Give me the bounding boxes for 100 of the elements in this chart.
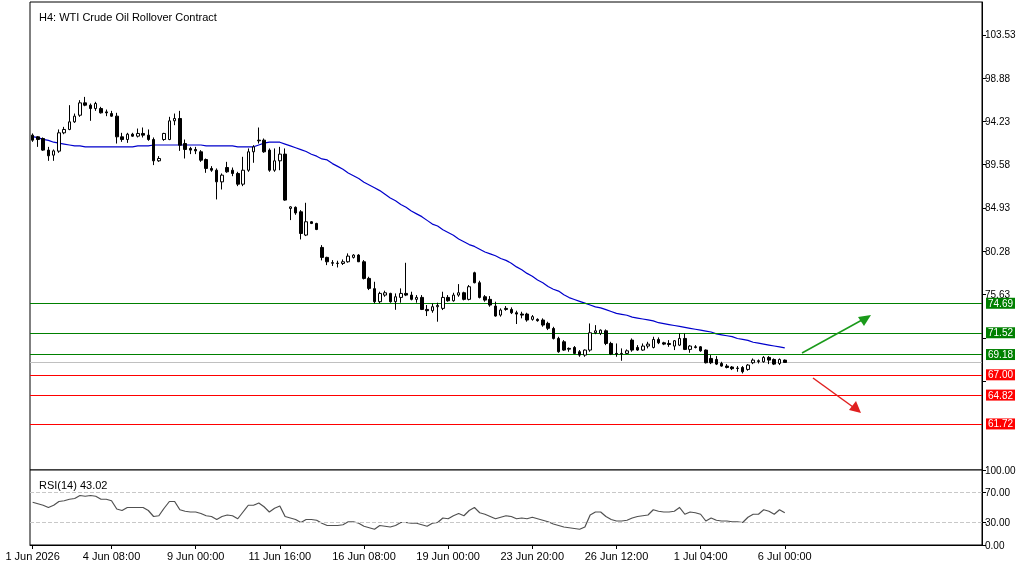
x-tick-label: 1 Jun 2026 <box>5 549 60 562</box>
x-tick-label: 11 Jun 16:00 <box>248 549 312 562</box>
ref-line-label: 61.72 <box>988 418 1014 430</box>
candlestick <box>357 253 360 263</box>
candlestick <box>699 345 702 353</box>
candlestick <box>778 357 781 366</box>
text: RSI(14) 43.02 <box>39 478 108 491</box>
candlestick <box>594 324 597 335</box>
candlestick <box>68 104 71 131</box>
candlestick <box>741 365 744 374</box>
candlestick <box>720 361 723 368</box>
candlestick <box>431 302 434 314</box>
candlestick <box>452 292 455 303</box>
candlestick <box>531 314 534 322</box>
candlestick <box>225 161 229 174</box>
candlestick <box>389 292 392 304</box>
ref-line-label: 71.52 <box>988 327 1014 339</box>
candlestick <box>410 291 413 301</box>
candlestick <box>247 147 250 173</box>
line-series <box>32 136 786 349</box>
candlestick <box>573 345 576 355</box>
candlestick <box>394 292 397 311</box>
y-tick-label: 98.88 <box>985 72 1011 84</box>
candlestick <box>536 317 539 323</box>
x-tick-label: 16 Jun 08:00 <box>332 549 396 562</box>
candlestick <box>746 363 750 372</box>
candlestick <box>678 332 681 347</box>
candlestick <box>652 336 655 349</box>
candlestick <box>436 302 439 323</box>
candlestick <box>162 132 166 142</box>
candlestick <box>373 281 376 304</box>
candlestick <box>715 355 718 366</box>
candlestick <box>157 155 161 163</box>
candlestick <box>599 328 602 336</box>
candlestick <box>99 106 103 115</box>
ref-line-label: 67.00 <box>988 369 1014 381</box>
candlestick <box>215 167 218 200</box>
y-tick-label: 103.53 <box>985 29 1017 41</box>
candlestick <box>783 358 787 364</box>
candlestick <box>504 305 508 312</box>
candlestick <box>231 167 234 177</box>
x-tick-label: 1 Jul 04:00 <box>673 549 728 562</box>
line-series <box>32 494 786 530</box>
y-tick-label: 89.58 <box>985 159 1011 171</box>
x-tick-label: 23 Jun 20:00 <box>500 549 565 562</box>
candlestick <box>415 294 418 304</box>
candlestick <box>289 205 292 221</box>
y-tick-label: 84.93 <box>985 202 1011 214</box>
candlestick <box>751 357 755 365</box>
candlestick <box>515 310 518 325</box>
y-tick-label: 100.00 <box>985 464 1017 476</box>
y-tick-label: 70.00 <box>985 487 1011 498</box>
candlestick <box>494 301 497 318</box>
candlestick <box>210 165 213 173</box>
candlestick <box>94 101 97 112</box>
y-tick-label: 0.00 <box>985 539 1005 551</box>
candlestick <box>615 342 618 358</box>
candlestick <box>52 148 55 162</box>
ref-line-label: 69.18 <box>988 349 1014 361</box>
candlestick <box>147 128 150 142</box>
x-tick-label: 6 Jul 00:00 <box>757 549 812 562</box>
candlestick <box>473 271 476 284</box>
candlestick <box>552 326 555 340</box>
candlestick <box>557 336 560 354</box>
ref-line-label: 64.82 <box>988 389 1014 401</box>
candlestick <box>499 307 502 318</box>
candlestick <box>105 109 108 117</box>
candlestick <box>336 260 339 268</box>
candlestick <box>73 113 76 124</box>
candlestick <box>352 253 355 260</box>
candlestick <box>736 365 739 373</box>
candlestick <box>757 358 760 364</box>
candlestick <box>273 147 276 173</box>
candlestick <box>636 344 639 352</box>
candlestick <box>620 347 623 362</box>
candlestick <box>173 113 176 126</box>
candlestick <box>331 259 334 267</box>
y-tick-label: 94.23 <box>985 115 1011 127</box>
candlestick <box>89 103 92 122</box>
x-tick-label: 4 Jun 08:00 <box>82 549 141 562</box>
y-tick-label: 30.00 <box>985 517 1011 528</box>
candlestick <box>131 132 134 138</box>
candlestick <box>510 306 513 315</box>
candlestick <box>268 147 271 173</box>
candlestick <box>47 146 50 162</box>
ref-line-label: 74.69 <box>988 297 1014 309</box>
candlestick <box>194 146 197 155</box>
candlestick <box>478 280 481 299</box>
candlestick <box>110 110 113 118</box>
x-tick-label: 9 Jun 00:00 <box>166 549 225 562</box>
candlestick <box>126 132 129 144</box>
candlestick <box>694 344 697 349</box>
candlestick <box>310 220 313 225</box>
candlestick <box>762 355 765 364</box>
candlestick <box>578 349 581 358</box>
candlestick <box>457 283 460 298</box>
candlestick <box>657 336 660 345</box>
x-tick-label: 26 Jun 12:00 <box>584 549 649 562</box>
y-tick-label: 80.28 <box>985 245 1011 257</box>
candlestick <box>673 339 676 351</box>
